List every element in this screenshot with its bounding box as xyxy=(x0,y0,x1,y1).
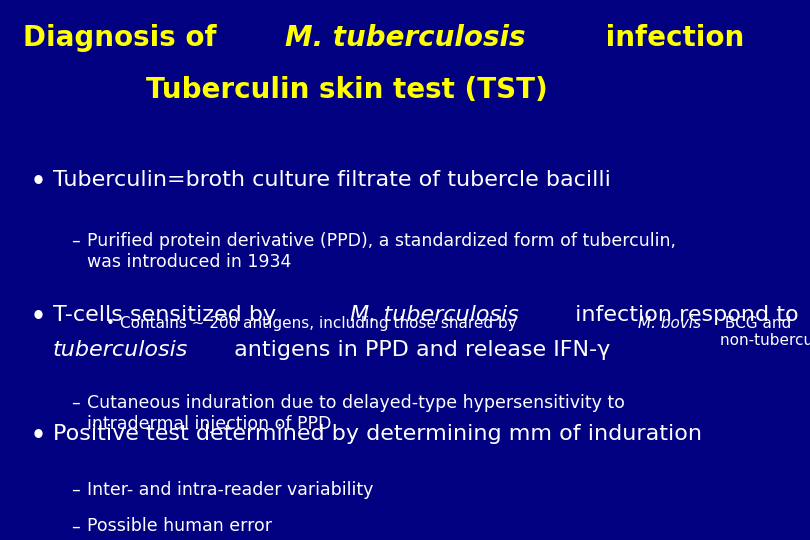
Text: •: • xyxy=(105,316,114,331)
Text: tuberculosis: tuberculosis xyxy=(53,340,188,360)
Text: Tuberculin skin test (TST): Tuberculin skin test (TST) xyxy=(146,76,548,104)
Text: Positive test determined by determining mm of induration: Positive test determined by determining … xyxy=(53,424,701,444)
Text: BCG and
non-tuberculous mycobacteria: BCG and non-tuberculous mycobacteria xyxy=(719,316,810,348)
Text: •: • xyxy=(31,170,46,194)
Text: –: – xyxy=(71,481,80,498)
Text: infection: infection xyxy=(595,24,744,52)
Text: Diagnosis of: Diagnosis of xyxy=(23,24,226,52)
Text: M. tuberculosis: M. tuberculosis xyxy=(285,24,526,52)
Text: T-cells sensitized by: T-cells sensitized by xyxy=(53,305,283,325)
Text: infection respond to: infection respond to xyxy=(568,305,805,325)
Text: Inter- and intra-reader variability: Inter- and intra-reader variability xyxy=(87,481,374,498)
Text: –: – xyxy=(71,394,80,412)
Text: •: • xyxy=(31,305,46,329)
Text: Possible human error: Possible human error xyxy=(87,517,272,535)
Text: antigens in PPD and release IFN-γ: antigens in PPD and release IFN-γ xyxy=(228,340,611,360)
Text: Tuberculin=broth culture filtrate of tubercle bacilli: Tuberculin=broth culture filtrate of tub… xyxy=(53,170,611,190)
Text: M. bovis: M. bovis xyxy=(638,316,701,331)
Text: –: – xyxy=(71,517,80,535)
Text: Contains ~ 200 antigens, including those shared by: Contains ~ 200 antigens, including those… xyxy=(120,316,522,331)
Text: M. tuberculosis: M. tuberculosis xyxy=(350,305,518,325)
Text: Purified protein derivative (PPD), a standardized form of tuberculin,
was introd: Purified protein derivative (PPD), a sta… xyxy=(87,232,676,271)
Text: Cutaneous induration due to delayed-type hypersensitivity to
intradermal injecti: Cutaneous induration due to delayed-type… xyxy=(87,394,625,433)
Text: –: – xyxy=(71,232,80,250)
Text: •: • xyxy=(31,424,46,448)
